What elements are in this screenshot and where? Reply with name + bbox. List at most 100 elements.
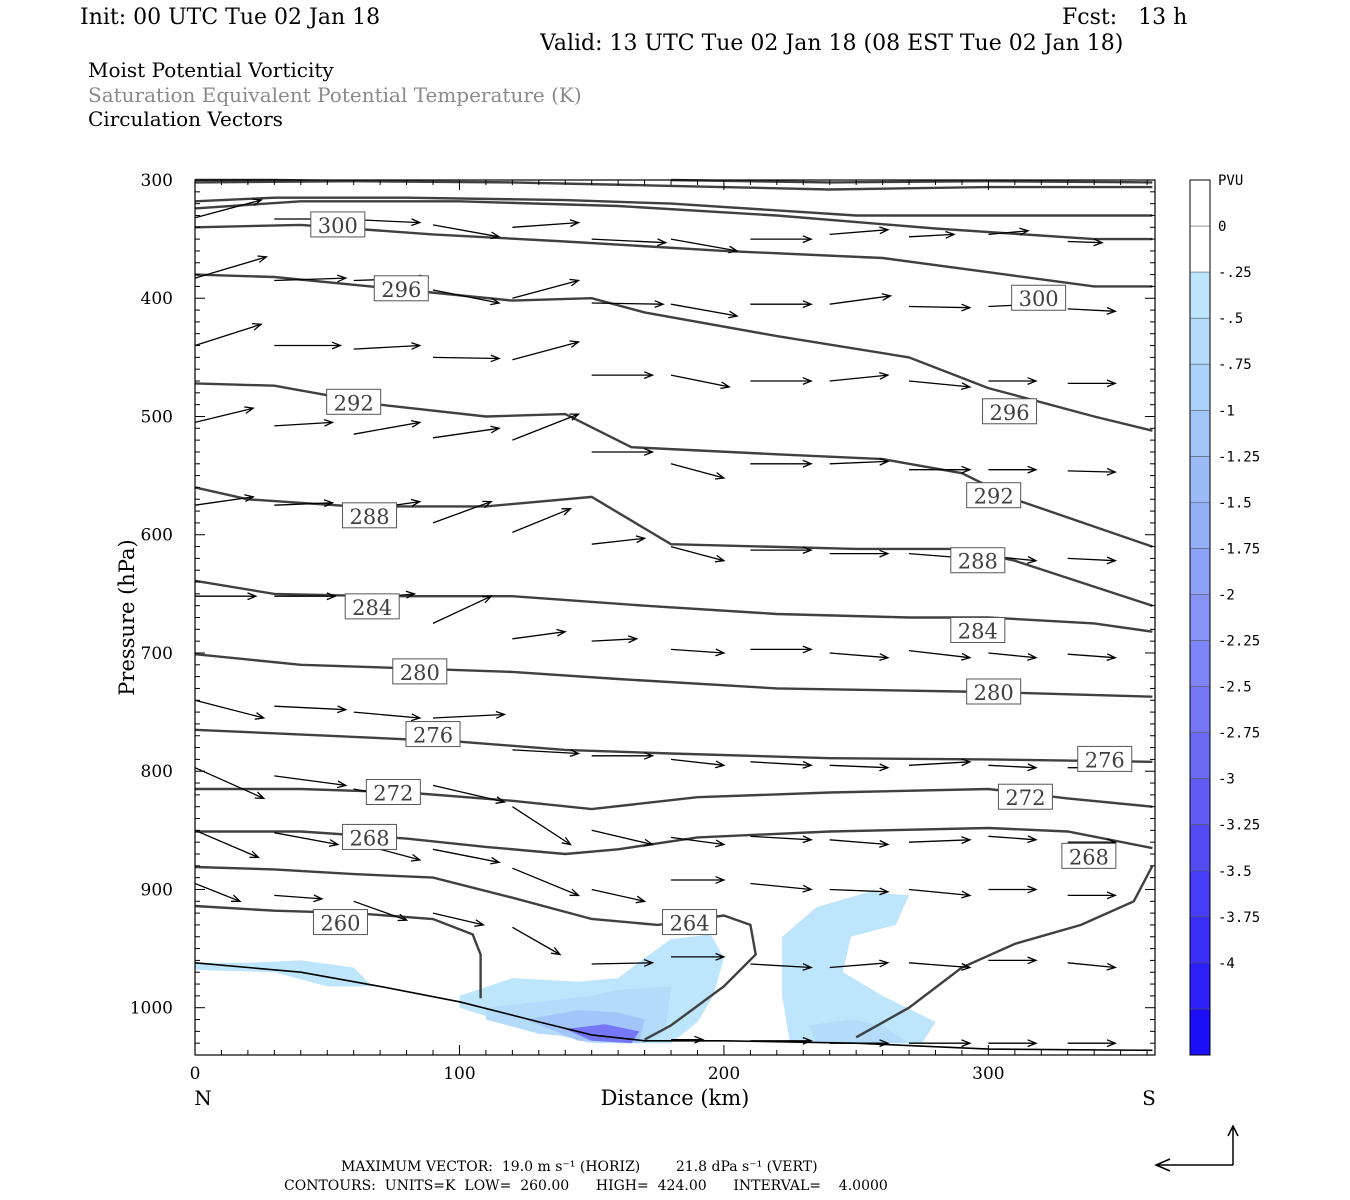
max-vector-note: MAXIMUM VECTOR: 19.0 m s⁻¹ (HORIZ) 21.8 … [341,1159,818,1175]
contour-label: 272 [373,782,413,806]
circulation-vector [353,419,422,435]
circulation-vector [750,835,813,844]
contour-label-box [966,482,1022,509]
circulation-vector [432,784,507,804]
circulation-vector [512,749,581,758]
circulation-vector [591,300,665,309]
circulation-vector [432,289,501,306]
contour-label-box [662,909,718,936]
circulation-vector [908,836,972,845]
colorbar-swatch [1190,548,1210,595]
circulation-vector [274,832,340,847]
circulation-vector [432,224,501,240]
circulation-vector [750,300,813,309]
circulation-vector [274,499,335,508]
circulation-vector [908,758,972,767]
colorbar-label: -.75 [1218,357,1252,373]
colorbar-swatch [1190,364,1210,411]
circulation-vector [194,829,261,859]
theta-contour-276 [194,728,1153,763]
circulation-vector [1067,891,1118,900]
x-tick-label: 200 [708,1064,740,1084]
circulation-vector [194,322,263,347]
circulation-vector [591,829,655,847]
y-tick-label: 400 [141,289,173,309]
contour-label: 288 [958,550,998,574]
circulation-vector [909,465,972,474]
circulation-vector [750,882,813,893]
circulation-vector [988,227,1030,236]
circulation-vector [670,303,739,319]
circulation-vector [908,962,972,971]
theta-contour-284 [194,579,1153,633]
pv-shade-region [782,891,936,1044]
colorbar-swatch [1190,778,1210,826]
circulation-vector [909,1039,972,1048]
colorbar-swatch [1190,226,1210,273]
circulation-vector [591,888,647,904]
colorbar-swatch [1190,824,1210,872]
circulation-vector [988,1039,1038,1048]
circulation-vector [671,876,726,884]
colorbar-swatch [1190,916,1210,964]
contour-label: 276 [1085,748,1125,772]
circulation-vector [194,255,269,279]
contour-label-box [982,398,1038,425]
contour-label: 272 [1005,786,1045,810]
contour-label-box [342,823,398,850]
colorbar-swatch [1190,732,1210,780]
circulation-vector [512,926,562,956]
pv-shading-layer [195,891,936,1044]
circulation-vector [274,894,324,903]
colorbar-swatch [1190,686,1210,734]
contour-label-box [966,678,1022,705]
contour-label: 300 [318,214,358,238]
circulation-vector [1067,467,1118,476]
contour-label: 260 [320,912,360,936]
y-tick-label: 500 [141,407,173,427]
y-tick-label: 800 [141,762,173,782]
circulation-vector [274,775,348,789]
contour-label: 288 [349,505,389,529]
circulation-vector [274,592,337,601]
contour-label: 268 [1069,845,1109,869]
colorbar-label: -2 [1218,587,1235,603]
contour-label: 296 [989,401,1029,425]
circulation-vector [432,354,501,363]
circulation-vector [988,763,1038,772]
circulation-vector [1067,379,1118,388]
circulation-vector [432,500,493,524]
circulation-vector [750,377,813,386]
colorbar-label: 0 [1218,219,1226,235]
colorbar-swatch [1190,1008,1210,1056]
circulation-vector [432,848,501,865]
forecast-hour: Fcst: 13 h [1062,5,1188,30]
contour-label: 264 [669,912,709,936]
circulation-vector [988,377,1038,386]
circulation-vector [512,508,573,534]
circulation-vector [432,425,501,439]
field-title-vectors: Circulation Vectors [88,107,283,131]
colorbar-label: -.25 [1218,265,1252,281]
circulation-vector [671,952,726,961]
field-title-mpv: Moist Potential Vorticity [88,58,334,82]
contour-label-box [997,783,1053,810]
y-tick-label: 600 [141,526,173,546]
circulation-vector [750,1036,813,1045]
colorbar-unit: PVU [1218,173,1243,189]
circulation-vector [591,751,655,760]
terrain-line [194,962,1153,1052]
contour-label: 280 [974,681,1014,705]
circulation-vector [670,648,726,657]
x-tick-label: 300 [972,1064,1004,1084]
circulation-vector [829,839,890,848]
circulation-vector [194,767,266,800]
circulation-vector [591,447,655,456]
circulation-vector [1067,1039,1118,1048]
circulation-vector [591,535,647,545]
circulation-vector [829,1039,890,1048]
north-label: N [194,1086,212,1110]
y-tick-label: 1000 [130,999,173,1019]
circulation-vector [750,963,813,971]
colorbar-swatch [1190,502,1210,549]
